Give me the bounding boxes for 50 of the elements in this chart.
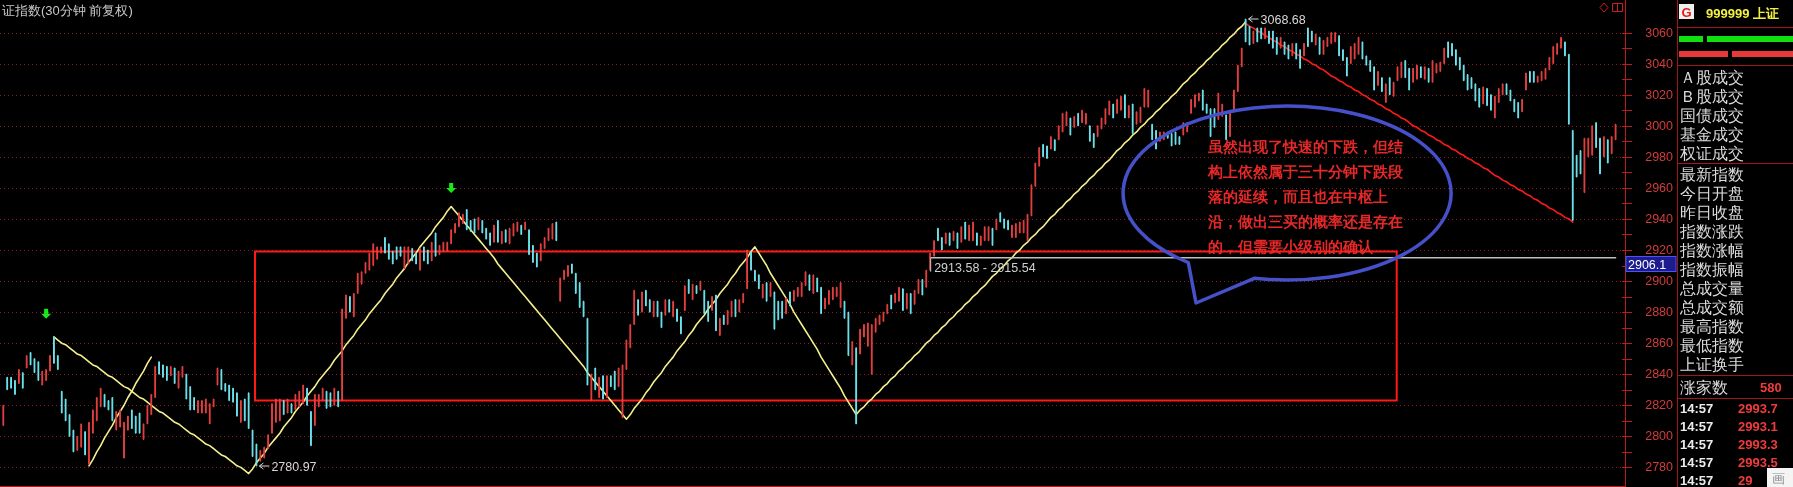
text: 权证成交 (1679, 144, 1744, 162)
text: 2993.1 (1738, 418, 1778, 434)
y-tick-label: 2900 (1645, 274, 1674, 289)
text: 2993.5 (1738, 454, 1778, 470)
y-tick-label: 3020 (1645, 87, 1674, 102)
text: 总成交额 (1679, 298, 1744, 316)
text: 基金成交 (1680, 125, 1744, 143)
text: 29 (1738, 472, 1753, 487)
y-tick-label: 2960 (1645, 180, 1674, 195)
y-tick-label: 2940 (1645, 211, 1674, 226)
y-tick-label: 2880 (1645, 305, 1674, 320)
y-tick-label: 2860 (1645, 336, 1674, 351)
y-tick-label: 2800 (1645, 429, 1674, 444)
text: 999999 上证 (1706, 6, 1779, 21)
text: 昨日收盘 (1680, 203, 1744, 221)
y-tick-label: 2820 (1645, 398, 1674, 413)
text: 指数涨幅 (1679, 241, 1744, 259)
text: 14:57 (1680, 436, 1714, 452)
text: 580 (1760, 379, 1782, 395)
text: 2993.3 (1738, 436, 1778, 452)
annotation: 3068.68 (1260, 13, 1306, 27)
y-tick-label: 2840 (1645, 367, 1674, 382)
text: 总成交量 (1679, 279, 1744, 297)
text: 最高指数 (1680, 317, 1744, 335)
y-tick-label: 3000 (1645, 118, 1674, 133)
text: 14:57 (1680, 454, 1714, 470)
text: 2993.7 (1738, 400, 1778, 416)
text: 指数振幅 (1679, 260, 1744, 278)
text: 今日开盘 (1680, 184, 1744, 202)
text: 最低指数 (1680, 336, 1744, 354)
text: 涨家数 (1680, 378, 1728, 396)
y-tick-label: 3060 (1645, 25, 1674, 40)
text: Ａ股成交 (1680, 68, 1744, 86)
text: 指数涨跌 (1679, 222, 1744, 240)
text: 14:57 (1680, 418, 1714, 434)
text: 最新指数 (1680, 165, 1744, 183)
annotation: 2780.97 (271, 460, 317, 474)
y-tick-label: 2920 (1645, 242, 1674, 257)
y-tick-label: 3040 (1645, 56, 1674, 71)
text: 上证换手 (1680, 355, 1744, 373)
y-tick-label: 2780 (1645, 460, 1674, 475)
chart-title: 证指数(30分钟 前复权) (2, 2, 133, 18)
text: Ｂ股成交 (1680, 87, 1744, 105)
text: 14:57 (1680, 400, 1714, 416)
text: 14:57 (1680, 472, 1714, 487)
y-tick-label: 2980 (1645, 149, 1674, 164)
text: 国债成交 (1680, 106, 1744, 124)
text: 2906.1 (1628, 257, 1667, 272)
badge: G (1679, 4, 1694, 20)
corner-button: 画 (1767, 468, 1793, 487)
